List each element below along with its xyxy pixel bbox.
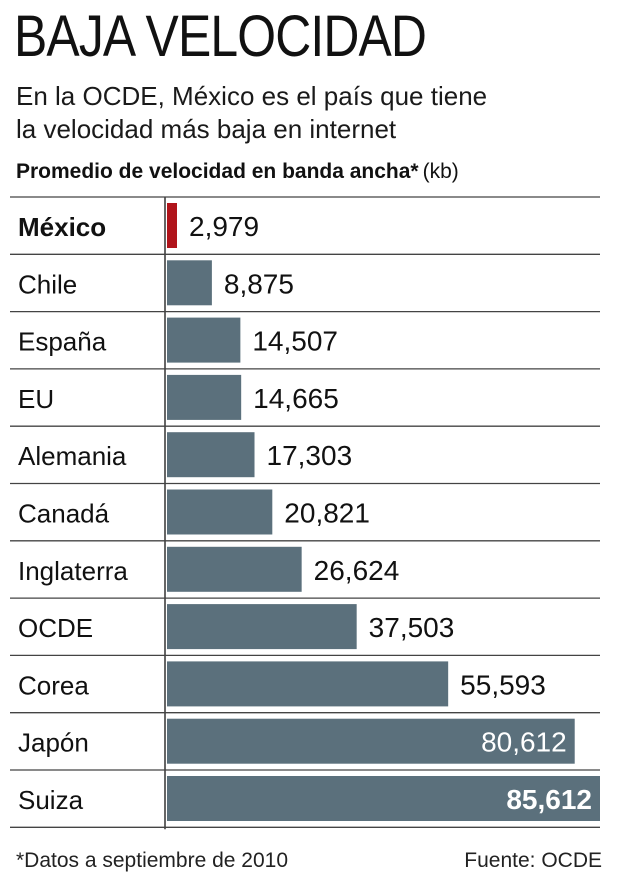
- value-label: 37,503: [369, 612, 455, 643]
- category-label: Suiza: [18, 785, 84, 815]
- value-label: 20,821: [284, 498, 370, 529]
- value-label: 2,979: [189, 211, 259, 242]
- category-label: Corea: [18, 670, 89, 700]
- category-label: OCDE: [18, 613, 93, 643]
- bar-suiza: [167, 776, 600, 821]
- bar-japon: [167, 718, 575, 764]
- chart-title: BAJA VELOCIDAD: [14, 4, 427, 69]
- category-label: México: [18, 212, 106, 242]
- bar-canada: [167, 489, 273, 535]
- bar-chile: [167, 260, 212, 306]
- value-label: 85,612: [506, 784, 592, 815]
- bar-eu: [167, 374, 242, 420]
- category-label: Canadá: [18, 499, 110, 529]
- bar-corea: [167, 661, 449, 707]
- bar-ocde: [167, 604, 357, 650]
- value-label: 8,875: [224, 268, 294, 299]
- bar-alemania: [167, 432, 255, 478]
- subtitle-line-1: En la OCDE, México es el país que tiene: [16, 81, 488, 111]
- bar-inglaterra: [167, 546, 302, 592]
- value-label: 14,507: [252, 326, 338, 357]
- category-label: España: [18, 327, 107, 357]
- measure-unit: (kb): [422, 160, 459, 183]
- category-label: Alemania: [18, 441, 127, 471]
- value-label: 80,612: [481, 727, 567, 758]
- footnote: *Datos a septiembre de 2010: [16, 849, 289, 872]
- category-label: Chile: [18, 269, 77, 299]
- source-note: Fuente: OCDE: [464, 849, 602, 872]
- subtitle-line-2: la velocidad más baja en internet: [16, 114, 397, 144]
- value-label: 17,303: [267, 440, 353, 471]
- bar-espana: [167, 317, 241, 363]
- measure-label: Promedio de velocidad en banda ancha* (kb…: [16, 158, 459, 186]
- value-label: 55,593: [460, 669, 546, 700]
- measure-description: Promedio de velocidad en banda ancha*: [16, 160, 419, 183]
- bar-mexico: [167, 203, 177, 248]
- category-label: EU: [18, 384, 54, 414]
- category-label: Inglaterra: [18, 556, 128, 586]
- chart-subtitle: En la OCDE, México es el país que tiene …: [16, 80, 487, 146]
- value-label: 14,665: [253, 383, 339, 414]
- value-label: 26,624: [314, 555, 400, 586]
- category-label: Japón: [18, 728, 89, 758]
